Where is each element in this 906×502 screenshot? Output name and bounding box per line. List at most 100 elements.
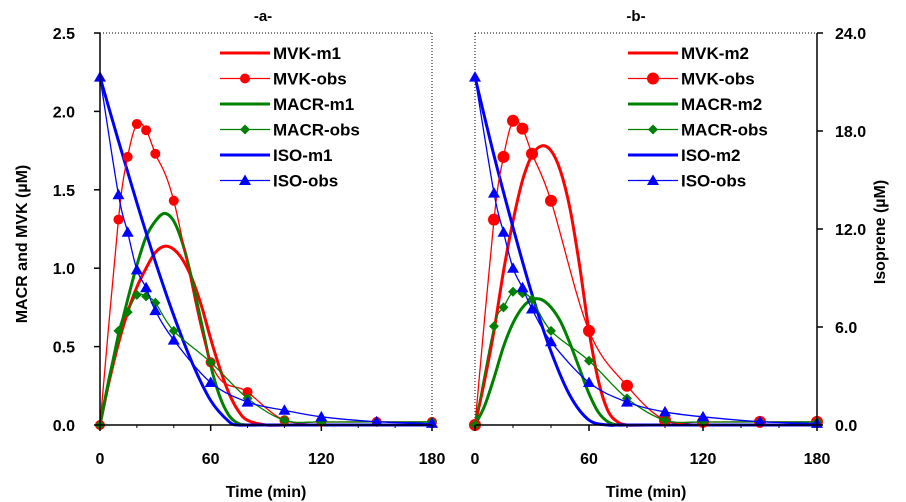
legend-marker <box>239 174 251 185</box>
legend-marker <box>647 72 659 85</box>
x-axis-title: Time (min) <box>226 484 307 501</box>
data-point-mvk-obs <box>488 213 500 226</box>
legend-label: ISO-obs <box>273 172 338 191</box>
data-point-iso-obs <box>469 71 481 82</box>
data-point-mvk-obs <box>141 125 152 136</box>
legend-item: ISO-m1 <box>220 146 333 165</box>
data-point-mvk-obs <box>113 214 124 225</box>
data-point-iso-obs <box>754 415 766 427</box>
legend-item: MACR-m1 <box>220 95 354 114</box>
y-tick-label: 2.0 <box>53 104 75 121</box>
legend-item: MVK-m1 <box>220 44 341 63</box>
legend-label: ISO-m1 <box>273 146 333 165</box>
legend-label: MACR-obs <box>273 121 360 140</box>
legend-item: MACR-obs <box>628 121 768 140</box>
data-point-iso-obs <box>140 281 153 293</box>
data-point-macr-obs <box>508 286 518 297</box>
data-point-mvk-obs <box>526 147 538 160</box>
data-point-macr-obs <box>122 307 133 318</box>
data-point-iso-obs <box>526 303 538 314</box>
data-point-iso-obs <box>659 405 671 417</box>
data-point-iso-obs <box>621 396 633 407</box>
legend-label: ISO-obs <box>681 172 746 191</box>
legend-item: ISO-m2 <box>628 146 741 165</box>
y-tick-label: 0.5 <box>53 340 75 357</box>
legend-label: MACR-m2 <box>681 95 762 114</box>
y-tick-label: 0.0 <box>53 418 75 435</box>
y-tick-label: 6.0 <box>835 320 857 337</box>
data-point-mvk-obs <box>131 118 142 129</box>
data-point-macr-obs <box>205 357 216 368</box>
data-point-mvk-obs <box>122 151 133 162</box>
panel-title: -a- <box>254 8 272 25</box>
legend-item: MACR-m2 <box>628 95 762 114</box>
data-point-iso-obs <box>167 334 180 345</box>
legend-item: MVK-obs <box>220 70 347 89</box>
x-axis-title: Time (min) <box>606 484 687 501</box>
legend-label: MVK-m1 <box>273 44 341 63</box>
data-point-iso-obs <box>121 226 134 237</box>
data-point-mvk-obs <box>583 324 595 337</box>
legend-label: MVK-m2 <box>681 44 749 63</box>
data-point-iso-obs <box>545 335 557 347</box>
panel-a: 0 60 120 180 0.0 0.5 1.0 1.5 2.0 2.5 Time (min) MAC… <box>14 8 445 501</box>
data-point-iso-obs <box>278 404 291 415</box>
data-point-iso-obs <box>315 410 328 422</box>
data-point-mvk-obs <box>621 379 633 392</box>
legend-label: MACR-obs <box>681 121 768 140</box>
x-tick-label: 60 <box>580 451 598 468</box>
data-point-iso-obs <box>516 281 529 293</box>
legend-marker <box>647 174 659 185</box>
data-point-macr-obs <box>168 325 179 336</box>
data-point-mvk-obs <box>545 194 557 207</box>
data-point-macr-obs <box>113 325 124 336</box>
data-point-macr-obs <box>527 294 537 305</box>
legend: MVK-m2 MVK-obs MACR-m2 MACR-obs ISO-m2 ISO-ob… <box>628 44 768 191</box>
legend-label: ISO-m2 <box>681 146 741 165</box>
data-point-macr-obs <box>660 415 670 426</box>
data-point-macr-obs <box>279 415 290 426</box>
data-point-iso-obs <box>488 187 500 198</box>
data-point-macr-obs <box>546 325 556 336</box>
y-tick-label: 12.0 <box>835 222 866 239</box>
x-tick-label: 60 <box>202 451 220 468</box>
data-point-macr-obs <box>489 321 499 332</box>
legend-label: MVK-obs <box>273 70 347 89</box>
data-point-iso-obs <box>112 188 125 200</box>
legend-item: MVK-m2 <box>628 44 749 63</box>
data-point-macr-obs <box>584 355 594 366</box>
y-tick-label: 18.0 <box>835 124 866 141</box>
y-axis-title: MACR and MVK (µM) <box>14 165 31 324</box>
legend-marker <box>240 124 250 135</box>
data-point-iso-obs <box>204 376 217 388</box>
data-point-iso-obs <box>149 304 162 316</box>
legend-item: ISO-obs <box>220 172 338 191</box>
panel-title: -b- <box>626 8 645 25</box>
legend-marker <box>240 73 250 84</box>
data-point-mvk-obs <box>516 122 529 135</box>
data-point-iso-obs <box>507 262 519 273</box>
data-point-macr-obs <box>498 302 509 313</box>
series-iso-obs <box>469 71 823 428</box>
y-tick-label: 1.5 <box>53 183 75 200</box>
legend-label: MACR-m1 <box>273 95 354 114</box>
data-point-mvk-obs <box>150 148 161 159</box>
data-point-mvk-obs <box>168 195 179 206</box>
x-tick-label: 0 <box>471 451 480 468</box>
data-point-macr-obs <box>131 289 142 300</box>
y-axis-title: Isoprene (µM) <box>872 180 889 284</box>
data-point-mvk-obs <box>242 387 253 398</box>
data-point-iso-obs <box>497 226 510 237</box>
legend-item: MVK-obs <box>628 70 755 89</box>
y-tick-label: 24.0 <box>835 26 866 43</box>
x-tick-label: 0 <box>96 451 105 468</box>
y-tick-label: 0.0 <box>835 418 857 435</box>
x-tick-label: 180 <box>804 451 831 468</box>
data-point-iso-obs <box>130 263 143 275</box>
y-tick-label: 2.5 <box>53 26 75 43</box>
data-point-iso-obs <box>241 396 254 407</box>
series-iso-obs <box>94 71 438 428</box>
legend-label: MVK-obs <box>681 70 755 89</box>
